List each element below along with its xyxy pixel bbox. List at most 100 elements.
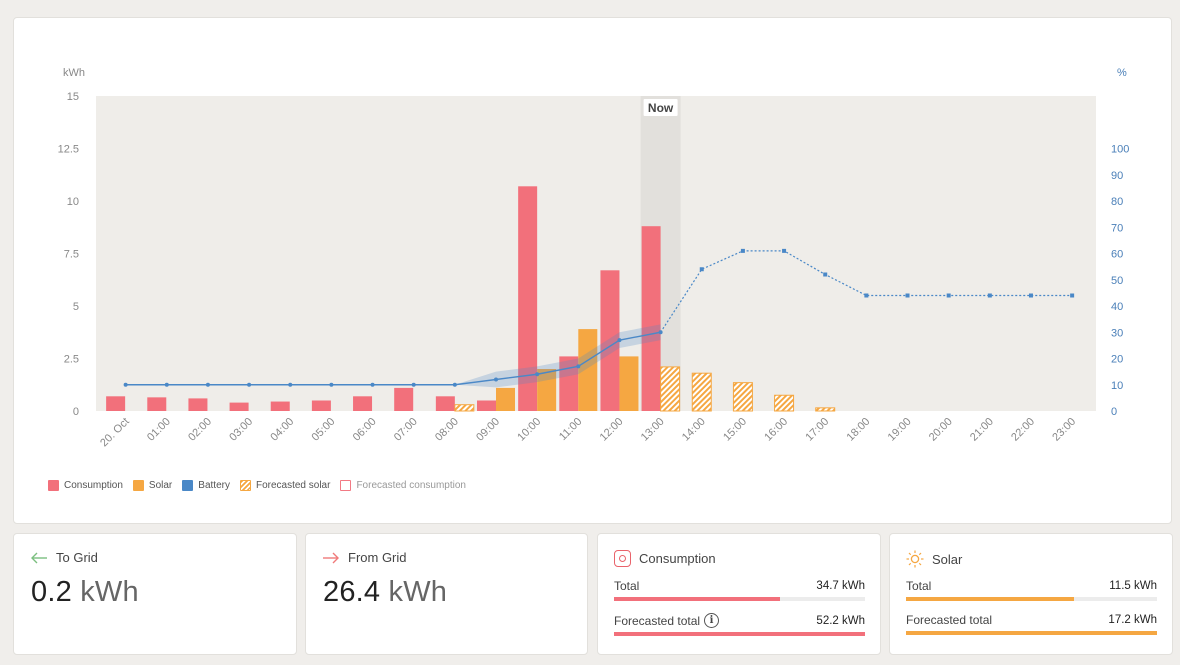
battery-point[interactable] [164, 382, 169, 387]
consumption-bar[interactable] [394, 387, 414, 411]
x-axis-tick: 01:00 [145, 416, 173, 444]
left-axis-tick: 5 [73, 301, 79, 313]
forecasted-solar-bar[interactable] [454, 404, 475, 412]
battery-point[interactable] [494, 377, 498, 382]
x-axis-tick: 10:00 [515, 416, 543, 444]
battery-point[interactable] [123, 382, 128, 387]
legend-forecasted-consumption[interactable]: Forecasted consumption [340, 480, 466, 491]
consumption-bar[interactable] [435, 396, 455, 411]
consumption-bar[interactable] [641, 226, 661, 411]
right-axis-tick: 90 [1111, 170, 1123, 182]
solar-title: Solar [932, 551, 963, 567]
plug-icon [614, 550, 631, 567]
solar-bar[interactable] [578, 329, 598, 411]
x-axis-tick: 05:00 [310, 416, 338, 444]
battery-line[interactable] [125, 331, 661, 386]
solar-bar[interactable] [496, 387, 515, 411]
right-axis-tick: 20 [1111, 354, 1123, 366]
left-axis-tick: 7.5 [64, 249, 79, 261]
consumption-bar[interactable] [106, 396, 126, 411]
solar-bar[interactable] [537, 369, 557, 411]
right-axis-tick: 0 [1111, 406, 1117, 418]
forecasted-solar-swatch [239, 480, 251, 491]
x-axis-tick: 17:00 [803, 416, 831, 444]
battery-forecast-line[interactable] [660, 250, 1073, 333]
battery-forecast-point[interactable] [823, 272, 828, 277]
consumption-bar[interactable] [147, 397, 167, 411]
legend-battery[interactable]: Battery [182, 480, 230, 491]
battery-point[interactable] [370, 382, 375, 387]
forecasted-solar-bar[interactable] [660, 366, 681, 412]
consumption-bar[interactable] [270, 401, 290, 411]
x-axis-tick: 18:00 [845, 416, 873, 444]
x-axis-tick: 07:00 [392, 416, 420, 444]
consumption-forecast-fill [614, 632, 865, 636]
forecasted-solar-bar[interactable] [815, 407, 836, 412]
battery-point[interactable] [617, 338, 622, 343]
x-axis-tick: 11:00 [557, 416, 584, 443]
battery-forecast-point[interactable] [987, 293, 992, 298]
legend-solar[interactable]: Solar [132, 480, 172, 491]
consumption-bar[interactable] [311, 400, 331, 412]
x-axis-tick: 20:00 [927, 416, 955, 444]
x-axis-tick: 08:00 [433, 416, 461, 444]
forecasted-solar-bar[interactable] [774, 394, 795, 412]
now-label: Now [648, 101, 674, 115]
to-grid-number: 0.2 [31, 576, 72, 608]
info-icon[interactable]: i [704, 613, 720, 628]
consumption-card: Consumption Total 34.7 kWh Forecasted to… [597, 533, 881, 655]
solar-bar[interactable] [619, 356, 639, 411]
battery-point[interactable] [205, 382, 210, 387]
solar-forecast-row: Forecasted total 17.2 kWh [906, 613, 1157, 635]
to-grid-unit: kWh [80, 576, 139, 608]
battery-point[interactable] [535, 372, 540, 377]
battery-point[interactable] [576, 364, 581, 369]
solar-swatch [132, 480, 144, 491]
consumption-forecast-label: Forecasted total [614, 613, 701, 628]
battery-point[interactable] [288, 382, 293, 387]
consumption-bar[interactable] [477, 400, 496, 412]
arrow-right-icon [323, 552, 339, 563]
legend-forecasted-solar[interactable]: Forecasted solar [239, 480, 330, 491]
battery-forecast-point[interactable] [1070, 293, 1075, 298]
consumption-bar[interactable] [229, 402, 249, 411]
solar-total-bar [906, 597, 1157, 601]
consumption-bar[interactable] [518, 186, 538, 411]
x-axis-tick: 16:00 [762, 416, 790, 444]
consumption-total-value: 34.7 kWh [816, 580, 865, 592]
forecasted-solar-bar[interactable] [691, 372, 712, 412]
x-axis-tick: 22:00 [1009, 416, 1037, 444]
consumption-bar[interactable] [600, 270, 620, 411]
to-grid-value: 0.2 kWh [31, 576, 139, 609]
x-axis-tick: 21:00 [968, 416, 996, 444]
x-axis-tick: 03:00 [227, 416, 255, 444]
left-axis-label: kWh [63, 67, 85, 79]
legend-consumption[interactable]: Consumption [48, 480, 123, 491]
battery-forecast-point[interactable] [905, 293, 910, 298]
x-axis-tick: 13:00 [639, 416, 667, 444]
battery-forecast-point[interactable] [782, 248, 787, 253]
consumption-total-row: Total 34.7 kWh [614, 579, 865, 601]
consumption-title: Consumption [639, 551, 716, 566]
battery-point[interactable] [329, 382, 334, 387]
battery-forecast-point[interactable] [864, 293, 869, 298]
forecasted-solar-bar[interactable] [732, 382, 753, 412]
legend-battery-label: Battery [198, 480, 230, 491]
battery-forecast-point[interactable] [699, 267, 704, 272]
battery-point[interactable] [658, 330, 663, 335]
battery-forecast-point[interactable] [1028, 293, 1033, 298]
consumption-bar[interactable] [559, 356, 579, 411]
battery-point[interactable] [247, 382, 252, 387]
battery-forecast-point[interactable] [946, 293, 951, 298]
battery-point[interactable] [411, 382, 416, 387]
consumption-bar[interactable] [188, 398, 208, 411]
from-grid-number: 26.4 [323, 576, 381, 608]
consumption-bar[interactable] [353, 396, 373, 411]
sun-icon [906, 550, 924, 568]
right-axis-tick: 50 [1111, 275, 1123, 287]
x-axis-tick: 14:00 [680, 416, 708, 444]
x-axis-tick: 23:00 [1050, 416, 1078, 444]
battery-forecast-point[interactable] [740, 248, 745, 253]
battery-point[interactable] [452, 382, 457, 387]
